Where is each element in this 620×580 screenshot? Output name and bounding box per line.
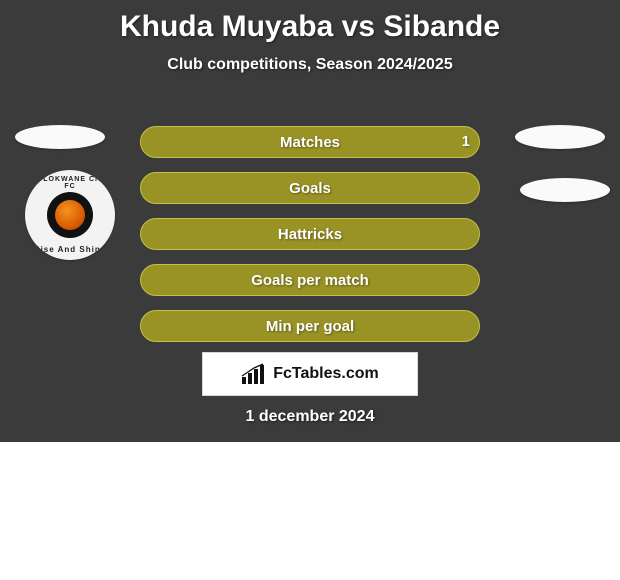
comparison-panel: Khuda Muyaba vs Sibande Club competition… <box>0 0 620 442</box>
stat-rows: Matches 1 Goals Hattricks Goals per matc… <box>0 120 620 350</box>
stat-label: Hattricks <box>278 226 342 243</box>
stat-bar: Goals <box>140 172 480 204</box>
bars-icon <box>241 363 267 385</box>
stat-row: Goals per match <box>0 258 620 304</box>
stat-label: Min per goal <box>266 318 354 335</box>
brand-text: FcTables.com <box>273 365 379 383</box>
brand-box: FcTables.com <box>202 352 418 396</box>
stat-bar: Hattricks <box>140 218 480 250</box>
stat-bar: Min per goal <box>140 310 480 342</box>
stat-row: Hattricks <box>0 212 620 258</box>
page-subtitle: Club competitions, Season 2024/2025 <box>0 56 620 74</box>
stat-row: Goals <box>0 166 620 212</box>
as-of-date: 1 december 2024 <box>0 408 620 426</box>
stat-row: Min per goal <box>0 304 620 350</box>
stat-label: Matches <box>280 134 340 151</box>
stat-bar: Matches <box>140 126 480 158</box>
stat-label: Goals per match <box>251 272 369 289</box>
stat-row: Matches 1 <box>0 120 620 166</box>
stat-label: Goals <box>289 180 331 197</box>
stat-bar: Goals per match <box>140 264 480 296</box>
stat-value-right: 1 <box>462 126 470 158</box>
page-title: Khuda Muyaba vs Sibande <box>0 0 620 44</box>
